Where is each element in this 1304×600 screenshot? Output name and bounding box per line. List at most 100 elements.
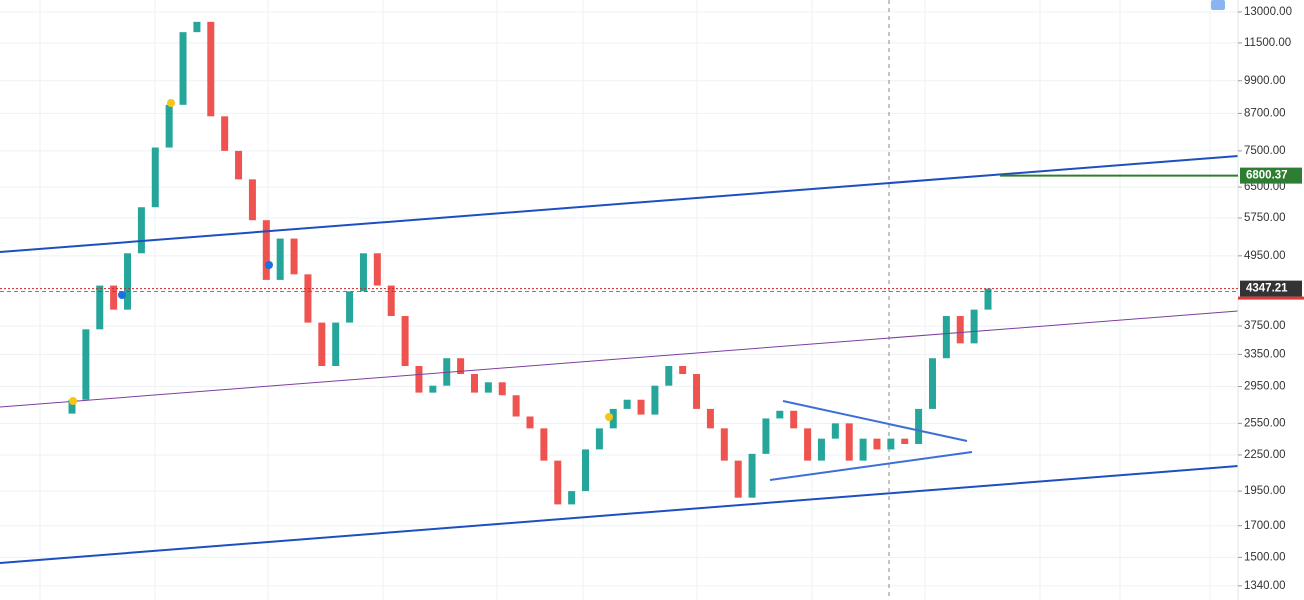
candle-body <box>96 285 104 330</box>
candle-body <box>817 438 825 461</box>
candle-body <box>346 291 354 323</box>
y-tick-label: 2950.00 <box>1244 381 1286 393</box>
price-label-box <box>1240 280 1302 297</box>
marker <box>605 413 613 421</box>
candle-body <box>484 382 492 393</box>
candle-body <box>956 316 964 344</box>
candle-body <box>915 408 923 444</box>
candle-body <box>179 32 187 105</box>
marker <box>265 261 273 269</box>
price-label-box <box>1240 167 1302 184</box>
candle-body <box>970 309 978 344</box>
candle-body <box>609 408 617 429</box>
candle-body <box>137 207 145 254</box>
candle-body <box>720 428 728 461</box>
y-tick-label: 5750.00 <box>1244 212 1286 224</box>
candle-body <box>290 238 298 275</box>
price-bar <box>1238 296 1304 300</box>
candle-body <box>457 358 465 375</box>
price-label: 4347.21 <box>1246 283 1288 295</box>
y-tick-label: 3750.00 <box>1244 320 1286 332</box>
candle-body <box>845 423 853 461</box>
candle-body <box>359 253 367 292</box>
candle-body <box>706 408 714 429</box>
candle-body <box>82 329 90 400</box>
candle-body <box>595 428 603 450</box>
candle-body <box>901 438 909 444</box>
candle-body <box>831 423 839 439</box>
y-tick-label: 2250.00 <box>1244 449 1286 461</box>
y-tick-label: 2550.00 <box>1244 417 1286 429</box>
candle-body <box>429 385 437 393</box>
candle-body <box>193 21 201 33</box>
candle-body <box>110 285 118 310</box>
candle-body <box>790 410 798 429</box>
marker <box>69 397 77 405</box>
candle-body <box>373 253 381 286</box>
candle-body <box>928 358 936 409</box>
y-tick-label: 1700.00 <box>1244 520 1286 532</box>
y-tick-label: 1340.00 <box>1244 580 1286 592</box>
y-tick-label: 7500.00 <box>1244 145 1286 157</box>
trend-line <box>0 310 1239 408</box>
y-tick-label: 4950.00 <box>1244 250 1286 262</box>
settings-icon[interactable] <box>1211 0 1225 10</box>
candle-body <box>221 116 229 151</box>
triangle-line <box>782 400 968 442</box>
triangle-line <box>769 451 973 481</box>
candle-body <box>568 491 576 505</box>
candle-body <box>942 316 950 359</box>
candle-body <box>623 399 631 409</box>
trend-line <box>0 155 1239 253</box>
candle-body <box>207 21 215 117</box>
candle-body <box>151 147 159 208</box>
candle-body <box>318 322 326 366</box>
candle-body <box>498 382 506 396</box>
candle-body <box>804 428 812 461</box>
candle-body <box>526 416 534 429</box>
candle-body <box>651 385 659 415</box>
marker <box>118 291 126 299</box>
candle-body <box>748 453 756 498</box>
y-tick-label: 1950.00 <box>1244 485 1286 497</box>
candle-body <box>887 438 895 450</box>
candle-body <box>859 438 867 461</box>
candle-body <box>984 288 992 310</box>
y-tick-label: 9900.00 <box>1244 75 1286 87</box>
candle-body <box>637 399 645 415</box>
candle-body <box>401 316 409 366</box>
price-axis: 13000.00 11500.00 9900.00 8700.00 7500.00 650… <box>0 6 1304 592</box>
grid <box>0 11 1238 587</box>
candles <box>68 21 992 505</box>
candle-body <box>68 399 76 414</box>
candle-body <box>762 418 770 454</box>
candle-body <box>235 150 243 180</box>
candle-body <box>248 179 256 221</box>
candle-body <box>679 365 687 375</box>
candle-body <box>512 395 520 417</box>
candle-body <box>776 410 784 419</box>
candle-body <box>276 238 284 280</box>
y-tick-label: 13000.00 <box>1244 6 1292 18</box>
y-tick-label: 3350.00 <box>1244 348 1286 360</box>
candle-body <box>554 460 562 505</box>
trend-line <box>0 465 1239 564</box>
candle-body <box>470 374 478 393</box>
candle-body <box>262 220 270 280</box>
y-tick-label: 1500.00 <box>1244 551 1286 563</box>
candle-body <box>124 253 132 310</box>
y-tick-label: 6500.00 <box>1244 181 1286 193</box>
candle-body <box>873 438 881 450</box>
vertical-grid <box>39 0 1211 600</box>
candle-body <box>734 460 742 498</box>
candle-body <box>582 449 590 492</box>
candle-body <box>665 365 673 386</box>
candle-body <box>415 365 423 393</box>
candle-body <box>540 428 548 461</box>
candle-body <box>387 285 395 317</box>
y-tick-label: 11500.00 <box>1244 37 1291 49</box>
marker <box>167 99 175 107</box>
price-label: 6800.37 <box>1246 170 1288 182</box>
